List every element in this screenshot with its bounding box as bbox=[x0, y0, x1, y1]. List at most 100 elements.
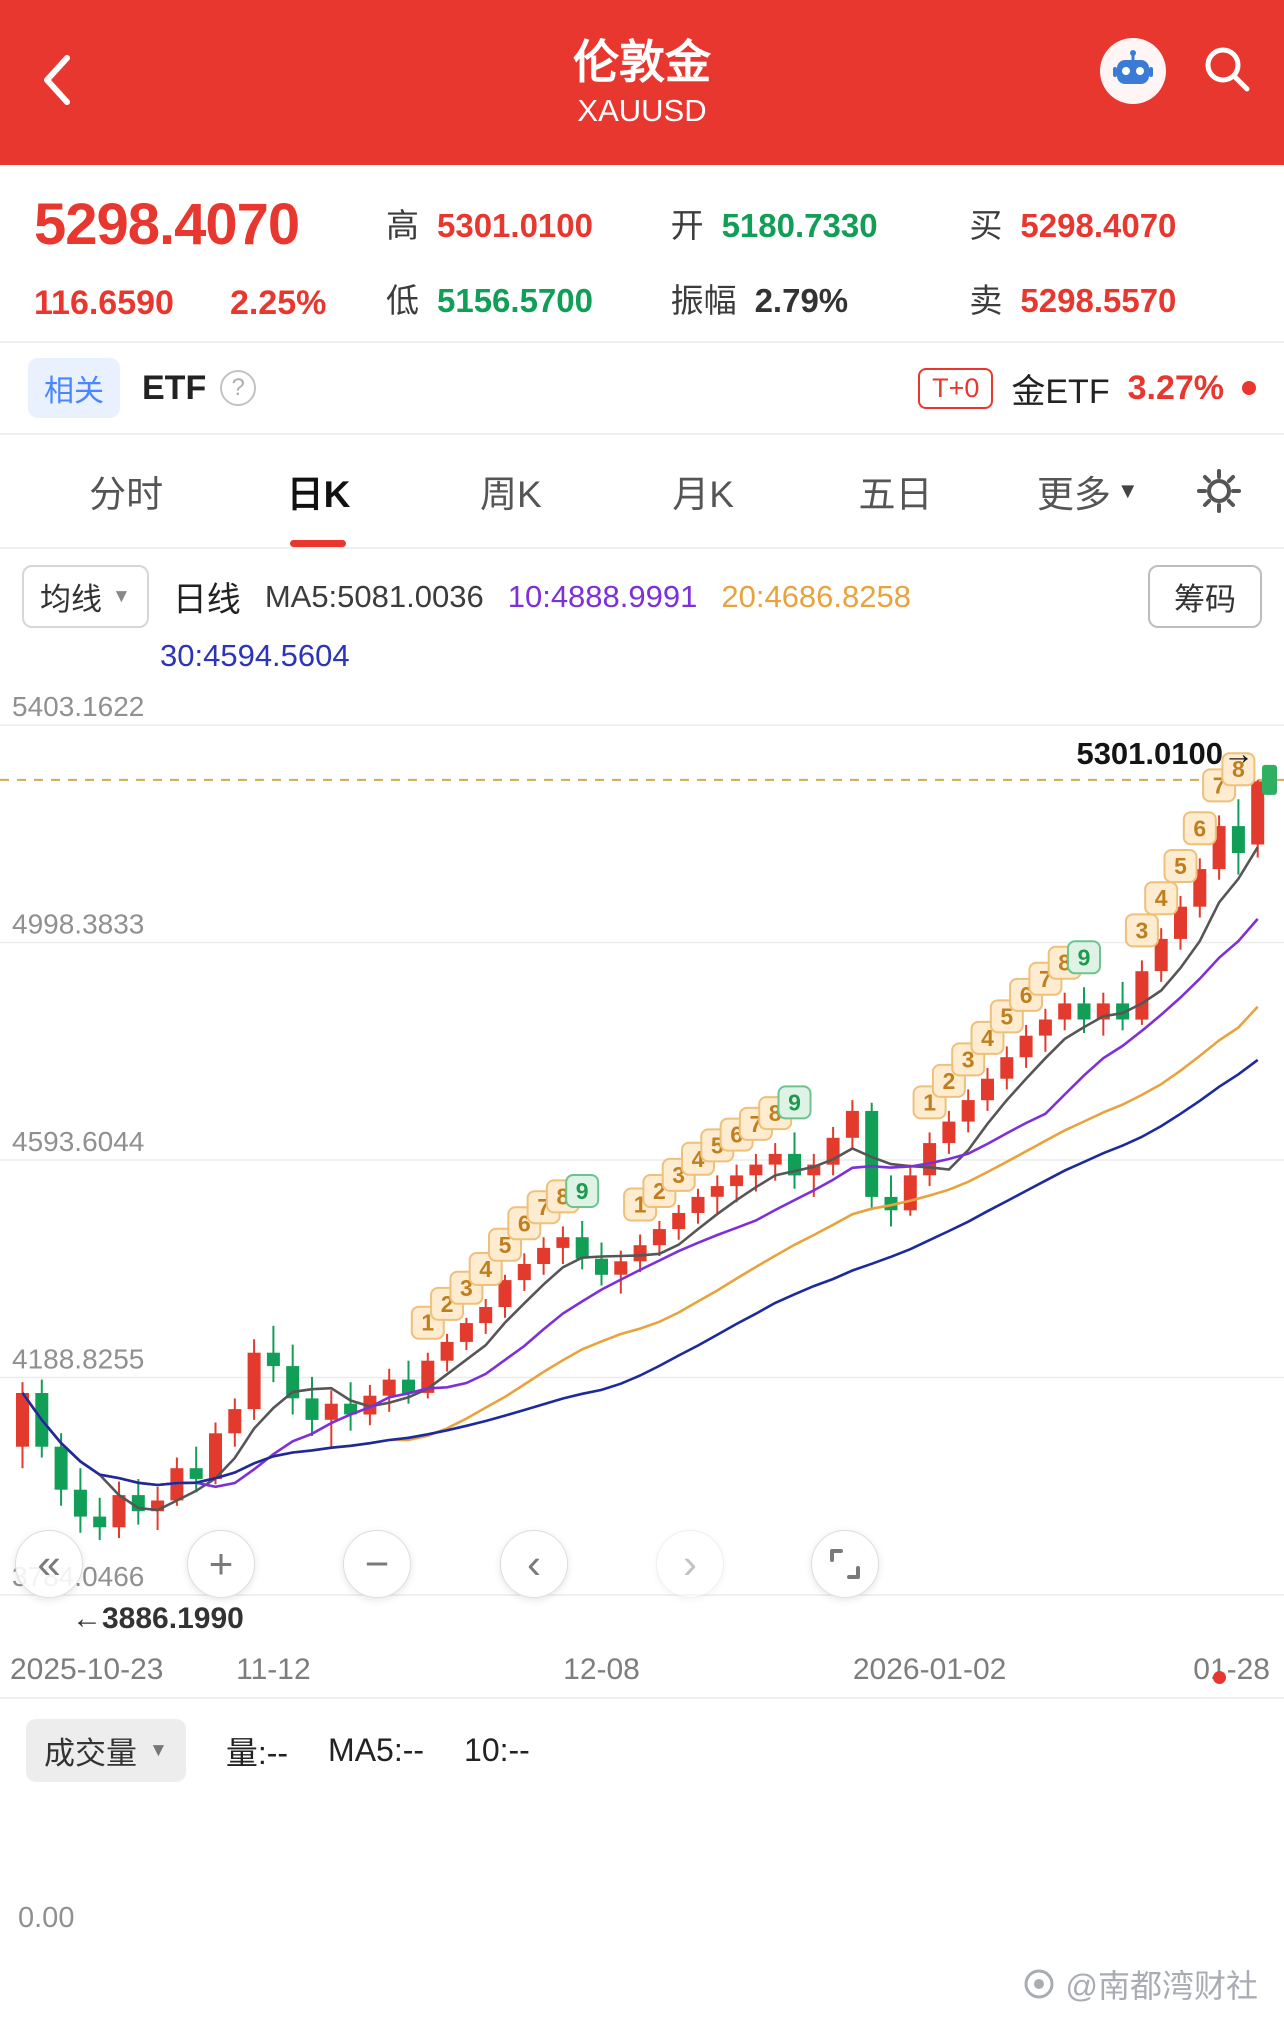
price-change: 116.6590 bbox=[34, 284, 174, 322]
tab-five-day[interactable]: 五日 bbox=[858, 474, 933, 515]
camera-logo-icon bbox=[1024, 1969, 1053, 1999]
stat-amplitude: 振幅 2.79% bbox=[670, 282, 849, 319]
robot-icon bbox=[1113, 50, 1153, 84]
volume-value: 量:-- bbox=[225, 1734, 289, 1771]
chips-button[interactable]: 筹码 bbox=[1148, 565, 1262, 628]
last-price: 5298.4070 bbox=[34, 192, 300, 257]
ma5-value: MA5:5081.0036 bbox=[264, 578, 484, 614]
related-etf-row[interactable]: 相关 ETF ? T+0 金ETF 3.27% bbox=[0, 343, 1284, 433]
volume-pane: 成交量 ▼ 量:-- MA5:-- 10:-- 0.00 bbox=[0, 1697, 1284, 1963]
t0-badge: T+0 bbox=[918, 367, 994, 409]
period-tabbar: 分时 日K 周K 月K 五日 更多 ▼ bbox=[0, 435, 1284, 547]
divider bbox=[0, 341, 1284, 343]
back-button[interactable] bbox=[34, 50, 80, 110]
quote-panel: 5298.4070 116.6590 2.25% 高 5301.0100 开 518… bbox=[0, 165, 1284, 341]
help-icon[interactable]: ? bbox=[220, 370, 257, 406]
svg-text:2: 2 bbox=[943, 1068, 956, 1094]
zoom-out-button[interactable]: − bbox=[343, 1530, 411, 1598]
fullscreen-button[interactable] bbox=[811, 1530, 879, 1598]
watermark: @南都湾财社 bbox=[1022, 1961, 1258, 2007]
svg-text:4188.8255: 4188.8255 bbox=[12, 1344, 144, 1375]
etf-name[interactable]: 金ETF bbox=[1011, 372, 1110, 411]
ma-legend: 均线 ▼ 日线 MA5:5081.0036 10:4888.9991 20:468… bbox=[0, 549, 1284, 680]
page-title: 伦敦金 bbox=[573, 36, 711, 89]
ma10-value: 10:4888.9991 bbox=[507, 578, 698, 614]
svg-text:4: 4 bbox=[479, 1256, 492, 1282]
stat-open: 开 5180.7330 bbox=[670, 207, 878, 244]
header: 伦敦金 XAUUSD bbox=[0, 0, 1284, 165]
svg-text:5403.1622: 5403.1622 bbox=[12, 691, 144, 722]
volume-dropdown[interactable]: 成交量 ▼ bbox=[26, 1719, 186, 1782]
gear-icon bbox=[1196, 469, 1241, 513]
search-button[interactable] bbox=[1200, 42, 1254, 101]
chart-toolbar: « + − ‹ › bbox=[0, 1530, 1284, 1598]
symbol-subtitle: XAUUSD bbox=[577, 92, 707, 128]
chevron-down-icon: ▼ bbox=[112, 585, 131, 607]
expand-icon bbox=[830, 1549, 860, 1579]
active-tab-underline bbox=[290, 540, 347, 547]
svg-text:5: 5 bbox=[1000, 1003, 1013, 1029]
period-label: 日线 bbox=[172, 581, 241, 619]
stat-low: 低 5156.5700 bbox=[386, 282, 593, 319]
x-axis-label: 12-08 bbox=[563, 1653, 640, 1686]
divider bbox=[0, 433, 1284, 435]
tab-daily-k[interactable]: 日K bbox=[222, 435, 414, 547]
current-date-dot bbox=[1213, 1671, 1226, 1684]
stat-bid: 买 5298.4070 bbox=[969, 207, 1177, 244]
alert-dot bbox=[1242, 381, 1256, 395]
svg-text:3: 3 bbox=[1136, 917, 1149, 943]
candlestick-chart[interactable]: 5403.16224998.38334593.60444188.82553784… bbox=[0, 680, 1284, 1645]
current-price-label: 5301.0100→ bbox=[1076, 736, 1254, 771]
search-icon bbox=[1205, 47, 1250, 91]
svg-text:9: 9 bbox=[576, 1178, 589, 1204]
chart-settings-button[interactable] bbox=[1184, 467, 1254, 515]
collapse-toolbar-button[interactable]: « bbox=[15, 1530, 83, 1598]
related-badge: 相关 bbox=[28, 358, 120, 418]
svg-text:5: 5 bbox=[1174, 853, 1187, 879]
divider bbox=[0, 547, 1284, 549]
svg-text:9: 9 bbox=[788, 1089, 801, 1115]
ma30-value: 30:4594.5604 bbox=[160, 638, 350, 673]
candles bbox=[16, 779, 1265, 1541]
etf-label: ETF bbox=[142, 368, 207, 407]
back-chevron-icon bbox=[44, 55, 70, 105]
kline-svg: 5403.16224998.38334593.60444188.82553784… bbox=[0, 691, 1284, 1635]
x-axis-label: 11-12 bbox=[236, 1653, 311, 1686]
x-axis-label: 2025-10-23 bbox=[10, 1653, 164, 1686]
volume-ma10: 10:-- bbox=[464, 1732, 530, 1768]
quote-stats: 高 5301.0100 开 5180.7330 买 5298.4070 低 5156.5… bbox=[386, 191, 1254, 323]
svg-text:5: 5 bbox=[499, 1232, 512, 1258]
ma-dropdown[interactable]: 均线 ▼ bbox=[22, 565, 149, 628]
tab-minute[interactable]: 分时 bbox=[89, 474, 164, 515]
svg-text:6: 6 bbox=[1193, 815, 1206, 841]
stat-high: 高 5301.0100 bbox=[386, 207, 593, 244]
x-axis-label: 2026-01-02 bbox=[852, 1653, 1007, 1686]
x-axis-label: 01-28 bbox=[1193, 1653, 1270, 1686]
current-price-tag bbox=[1262, 764, 1277, 795]
pan-right-button[interactable]: › bbox=[656, 1530, 724, 1598]
svg-text:4998.3833: 4998.3833 bbox=[12, 909, 144, 940]
tab-monthly-k[interactable]: 月K bbox=[672, 474, 734, 515]
x-axis: 2025-10-23 11-12 12-08 2026-01-02 01-28 bbox=[0, 1645, 1284, 1697]
stat-ask: 卖 5298.5570 bbox=[969, 282, 1177, 319]
etf-change-pct: 3.27% bbox=[1127, 368, 1224, 407]
volume-ma5: MA5:-- bbox=[328, 1732, 425, 1768]
tab-weekly-k[interactable]: 周K bbox=[479, 474, 542, 515]
svg-text:4: 4 bbox=[981, 1025, 994, 1051]
volume-zero-label: 0.00 bbox=[18, 1902, 75, 1934]
low-price-label: ←3886.1990 bbox=[72, 1602, 244, 1635]
chevron-down-icon: ▼ bbox=[1116, 478, 1139, 503]
ai-assistant-button[interactable] bbox=[1100, 38, 1166, 104]
svg-text:8: 8 bbox=[1232, 756, 1245, 782]
pan-left-button[interactable]: ‹ bbox=[500, 1530, 568, 1598]
svg-text:4593.6044: 4593.6044 bbox=[12, 1126, 144, 1157]
zoom-in-button[interactable]: + bbox=[187, 1530, 255, 1598]
svg-text:1: 1 bbox=[923, 1089, 936, 1115]
ma20-value: 20:4686.8258 bbox=[721, 578, 911, 614]
svg-text:3: 3 bbox=[962, 1046, 975, 1072]
svg-text:9: 9 bbox=[1078, 944, 1091, 970]
chevron-down-icon: ▼ bbox=[149, 1739, 168, 1761]
tab-more[interactable]: 更多 ▼ bbox=[1036, 474, 1139, 515]
